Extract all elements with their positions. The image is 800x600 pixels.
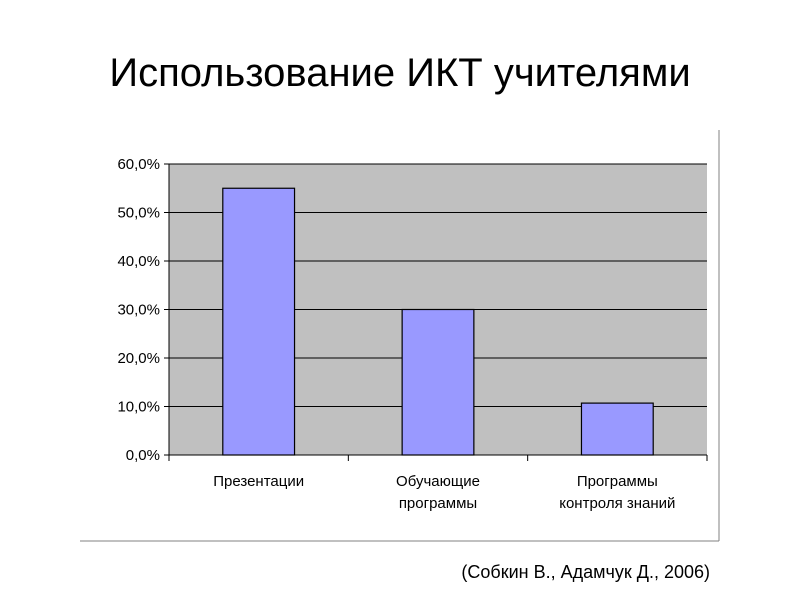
- y-tick-label: 60,0%: [117, 156, 160, 173]
- y-tick-label: 40,0%: [117, 253, 160, 270]
- bar: [580, 402, 654, 456]
- bar: [222, 187, 296, 456]
- y-tick-label: 50,0%: [117, 205, 160, 222]
- y-tick-label: 10,0%: [117, 399, 160, 416]
- y-tick-label: 30,0%: [117, 302, 160, 319]
- slide-title: Использование ИКТ учителями: [109, 51, 691, 95]
- x-category-label: Обучающие: [396, 473, 480, 490]
- chart-frame: 0,0% 10,0% 20,0% 30,0% 40,0% 50,0% 60,0% Презен…: [80, 130, 720, 542]
- y-tick-label: 0,0%: [126, 447, 160, 464]
- x-category-label: Презентации: [213, 473, 304, 490]
- x-category-label: программы: [399, 495, 477, 512]
- bar: [401, 308, 475, 456]
- x-category-label: Программы: [577, 473, 658, 490]
- bar-chart: 0,0% 10,0% 20,0% 30,0% 40,0% 50,0% 60,0% Презен…: [80, 130, 720, 542]
- x-category-label: контроля знаний: [559, 495, 675, 512]
- y-tick-label: 20,0%: [117, 350, 160, 367]
- source-citation: (Собкин В., Адамчук Д., 2006): [461, 562, 710, 582]
